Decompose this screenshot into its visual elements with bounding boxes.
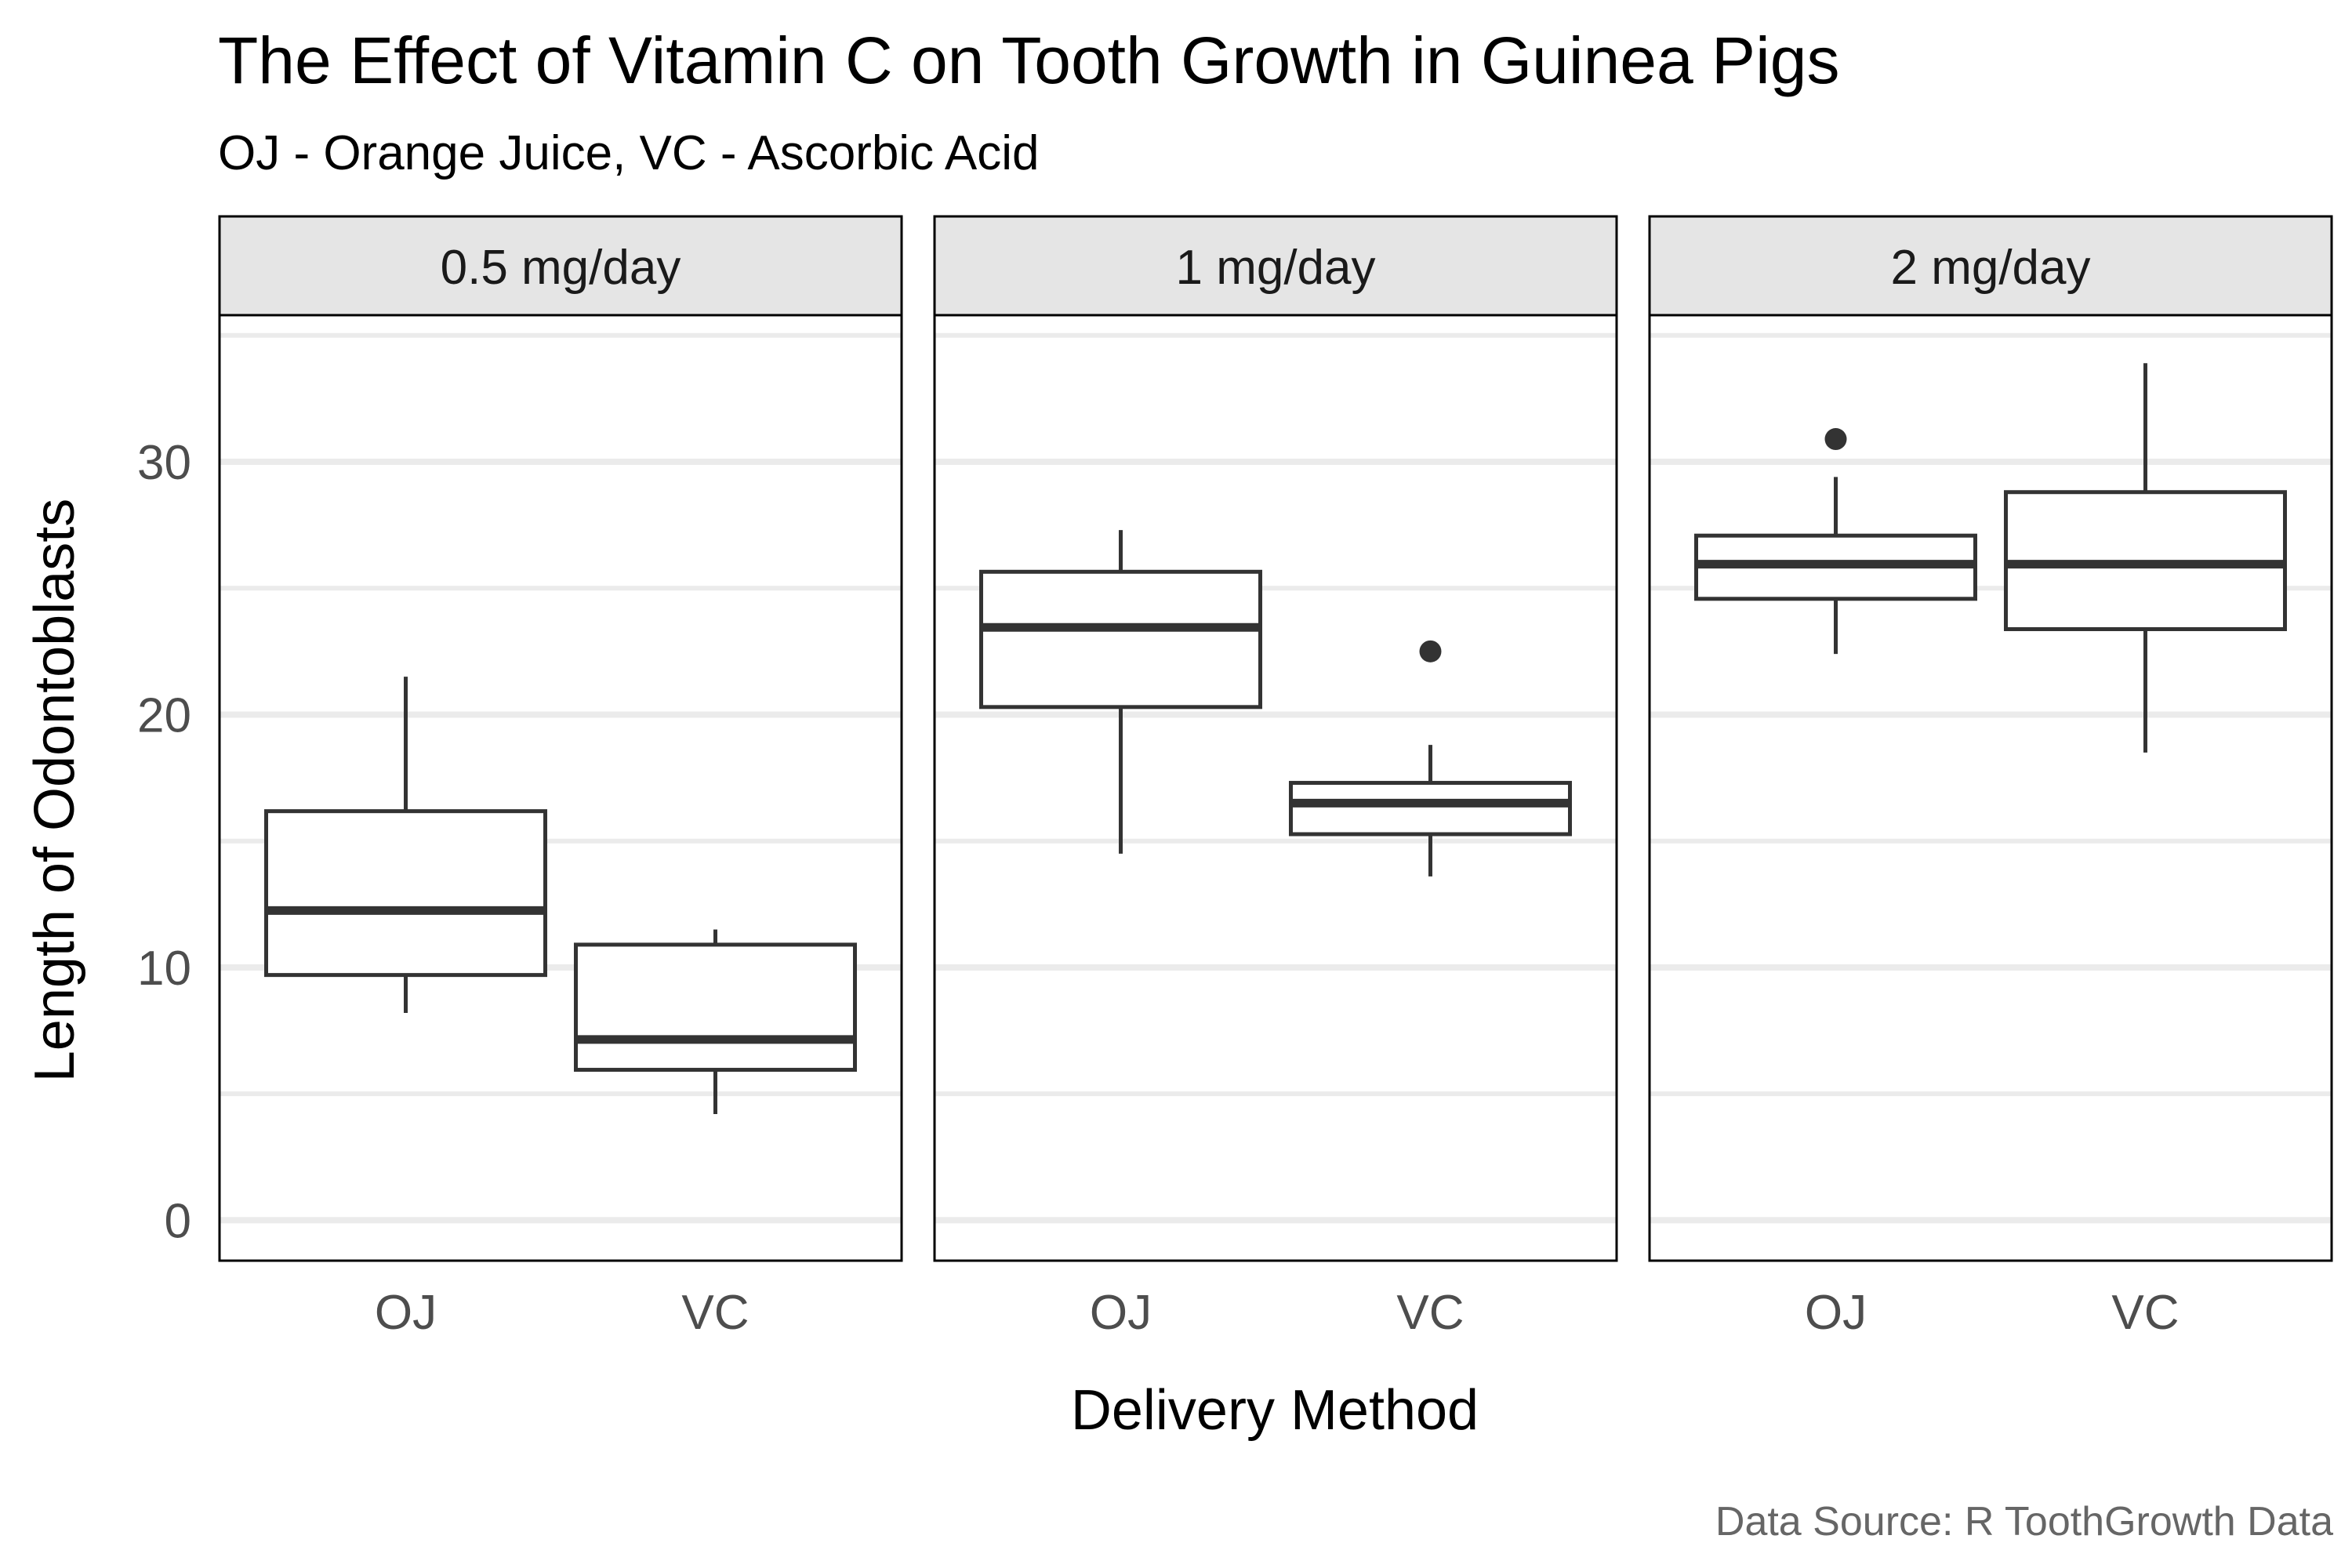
box-iqr xyxy=(979,569,1263,710)
x-tick-label: OJ xyxy=(375,1286,437,1340)
facet-panels: 0.5 mg/day OJ VC 1 mg/day OJ VC 2 mg/day OJ VC xyxy=(218,215,2333,1340)
x-tick-label: VC xyxy=(681,1286,749,1340)
boxplot-oj xyxy=(979,530,1263,854)
y-tick-label: 30 xyxy=(137,436,191,490)
chart-title: The Effect of Vitamin C on Tooth Growth … xyxy=(218,24,1839,97)
panel-border xyxy=(933,314,1618,1262)
chart-caption: Data Source: R ToothGrowth Data xyxy=(1715,1499,2333,1544)
boxplot-vc xyxy=(1288,640,1572,877)
facet-strip-label: 0.5 mg/day xyxy=(441,241,681,295)
outlier-point xyxy=(1419,640,1442,662)
outlier-point xyxy=(1824,428,1847,451)
x-tick-label: VC xyxy=(1396,1286,1464,1340)
x-tick-label: VC xyxy=(2111,1286,2179,1340)
x-tick-label: OJ xyxy=(1090,1286,1152,1340)
facet-strip xyxy=(1648,215,2333,317)
y-tick-label: 0 xyxy=(165,1194,191,1248)
box-iqr xyxy=(1288,781,1572,837)
panel-border xyxy=(218,314,903,1262)
box-iqr xyxy=(264,809,548,978)
y-tick-label: 20 xyxy=(137,688,191,742)
facet-strip xyxy=(218,215,903,317)
boxplot-oj xyxy=(264,677,548,1013)
facet-panel: 1 mg/day OJ VC xyxy=(933,215,1618,1340)
boxplot-oj xyxy=(1694,428,1978,655)
boxplot-vc xyxy=(573,929,857,1114)
facet-strip-label: 1 mg/day xyxy=(1175,241,1375,295)
facet-strip-label: 2 mg/day xyxy=(1890,241,2090,295)
facet-panel: 0.5 mg/day OJ VC xyxy=(218,215,903,1340)
y-axis: 0 10 20 30 xyxy=(137,436,191,1248)
panel-border xyxy=(1648,314,2333,1262)
y-tick-label: 10 xyxy=(137,942,191,996)
y-axis-title: Length of Odontoblasts xyxy=(24,499,86,1083)
box-iqr xyxy=(573,942,857,1073)
x-axis-title: Delivery Method xyxy=(1071,1379,1479,1442)
boxplot-vc xyxy=(2003,363,2287,753)
x-tick-label: OJ xyxy=(1805,1286,1867,1340)
chart-subtitle: OJ - Orange Juice, VC - Ascorbic Acid xyxy=(218,126,1040,180)
facet-panel: 2 mg/day OJ VC xyxy=(1648,215,2333,1340)
